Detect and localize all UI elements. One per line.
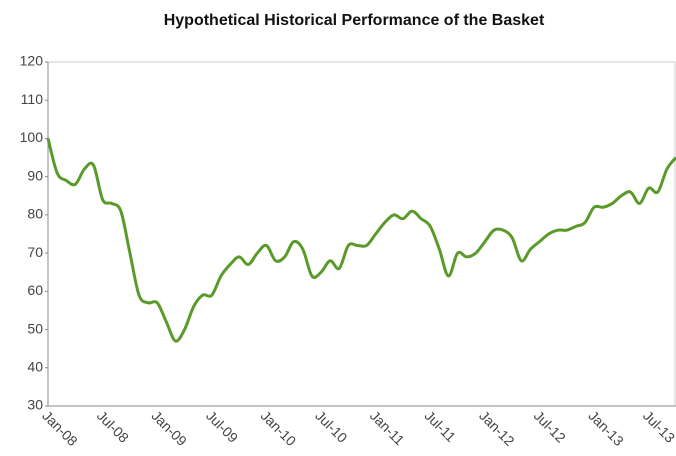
- x-tick-label: Jan-12: [476, 407, 518, 449]
- x-tick-label: Jul-09: [203, 407, 241, 445]
- y-tick-label: 40: [27, 358, 43, 374]
- x-tick-label: Jan-11: [367, 407, 408, 448]
- y-tick-label: 90: [27, 167, 43, 183]
- y-tick-label: 110: [21, 91, 44, 107]
- y-tick-label: 120: [20, 53, 44, 69]
- x-tick-label: Jul-08: [94, 407, 132, 445]
- x-tick-label: Jan-09: [148, 407, 190, 449]
- plot-frame: [47, 61, 676, 407]
- series-line: [46, 138, 676, 343]
- y-tick-label: 80: [27, 206, 43, 222]
- x-tick-label: Jan-10: [258, 407, 300, 449]
- x-tick-label: Jul-11: [422, 407, 460, 445]
- x-tick-label: Jul-13: [640, 407, 676, 445]
- y-tick-label: 50: [27, 320, 43, 336]
- y-tick-label: 70: [27, 244, 43, 260]
- x-tick-label: Jul-12: [531, 407, 569, 445]
- y-tick-label: 60: [27, 282, 43, 298]
- chart-title: Hypothetical Historical Performance of t…: [164, 12, 545, 29]
- x-tick-label: Jan-08: [39, 407, 81, 449]
- y-tick-label: 30: [27, 397, 43, 413]
- x-tick-label: Jan-13: [585, 407, 627, 449]
- x-tick-label: Jul-10: [312, 407, 350, 445]
- y-tick-label: 100: [20, 129, 44, 145]
